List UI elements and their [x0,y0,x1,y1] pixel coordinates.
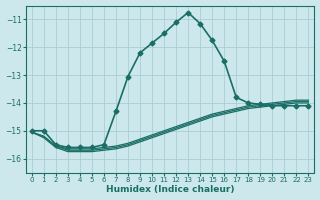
X-axis label: Humidex (Indice chaleur): Humidex (Indice chaleur) [106,185,234,194]
